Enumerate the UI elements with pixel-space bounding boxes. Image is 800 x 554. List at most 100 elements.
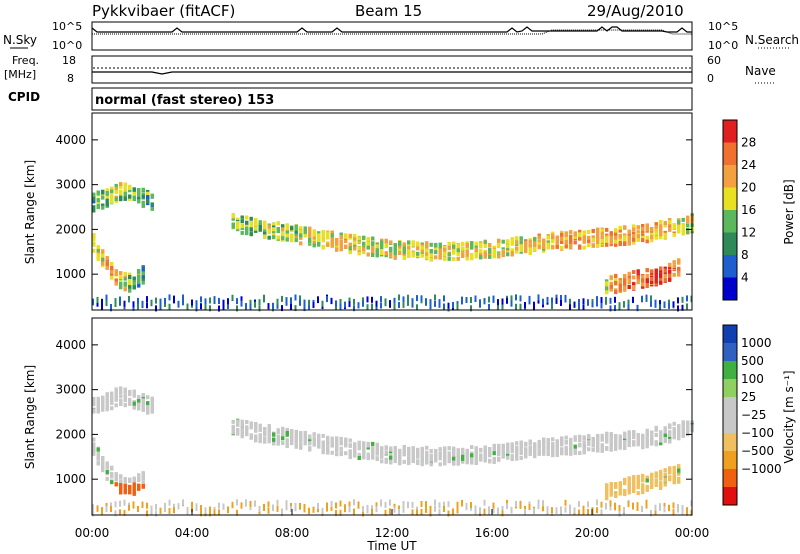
velocity-cell	[618, 437, 622, 442]
velocity-cell	[353, 453, 357, 458]
velocity-cell	[231, 502, 234, 509]
velocity-cell	[402, 501, 405, 508]
velocity-cell	[672, 472, 676, 477]
power-cell	[492, 245, 496, 250]
velocity-cell	[236, 422, 240, 427]
power-cell	[659, 224, 663, 229]
power-cell	[470, 297, 472, 303]
velocity-cell	[119, 402, 123, 406]
power-cell	[663, 271, 667, 276]
power-cell	[596, 243, 600, 248]
nave-tick-top: 60	[707, 54, 721, 67]
power-cell	[641, 284, 645, 289]
power-cell	[429, 249, 433, 254]
power-cell	[326, 296, 328, 303]
velocity-cell	[357, 502, 360, 509]
power-cell	[483, 243, 487, 248]
freq-tick-top: 18	[62, 54, 76, 67]
power-cell	[686, 219, 690, 224]
velocity-cell	[663, 506, 666, 513]
velocity-cell	[600, 437, 604, 442]
power-cell	[510, 241, 514, 246]
power-cell	[299, 299, 301, 306]
power-cell	[123, 276, 127, 281]
power-cell	[668, 226, 672, 231]
velocity-cell	[618, 490, 622, 494]
power-cell	[330, 233, 334, 238]
velocity-cell	[591, 447, 595, 452]
velocity-cell	[105, 398, 109, 403]
velocity-cell	[614, 446, 618, 451]
power-cell	[407, 246, 411, 250]
power-cell	[231, 222, 235, 227]
velocity-cell	[641, 435, 645, 440]
power-cell	[551, 297, 553, 304]
power-cell	[137, 279, 141, 283]
velocity-cell	[348, 449, 352, 454]
velocity-cell	[92, 437, 96, 442]
power-cell	[677, 258, 681, 263]
power-cbar-swatch	[723, 142, 737, 165]
velocity-cell	[672, 509, 675, 516]
power-cell	[461, 242, 465, 247]
velocity-cell	[465, 459, 469, 464]
velocity-cell	[528, 449, 532, 454]
velocity-cell	[335, 452, 339, 457]
velocity-cell	[546, 446, 550, 451]
velocity-cell	[330, 450, 334, 455]
power-cell	[650, 300, 652, 307]
power-cell	[564, 243, 568, 248]
power-cell	[632, 227, 636, 232]
velocity-cell	[632, 430, 636, 435]
velocity-cell	[254, 437, 258, 441]
power-cell	[128, 186, 132, 190]
velocity-cell	[128, 490, 132, 495]
velocity-cell	[195, 503, 198, 510]
power-cell	[114, 189, 118, 194]
power-cell	[623, 281, 627, 286]
velocity-cell	[353, 499, 355, 506]
power-cell	[317, 231, 321, 236]
velocity-cell	[686, 509, 688, 516]
velocity-cell	[132, 491, 136, 496]
power-cell	[290, 238, 294, 243]
velocity-cell	[209, 506, 211, 513]
power-cell	[600, 239, 604, 243]
velocity-cell	[641, 489, 645, 493]
power-cell	[303, 226, 307, 231]
power-cell	[425, 298, 427, 305]
power-cell	[249, 230, 253, 234]
power-cell	[623, 301, 625, 308]
velocity-cell	[645, 478, 649, 483]
velocity-cell	[443, 454, 447, 458]
velocity-cell	[497, 456, 501, 461]
velocity-cell	[321, 433, 325, 438]
velocity-cell	[110, 502, 112, 509]
power-cell	[492, 251, 496, 256]
power-cell	[101, 195, 105, 200]
power-cell	[281, 224, 285, 229]
power-cell	[551, 239, 555, 244]
velocity-cell	[429, 454, 433, 459]
power-cell	[96, 251, 100, 256]
velocity-cell	[137, 396, 141, 401]
velocity-cell	[578, 436, 582, 441]
power-cell	[632, 234, 636, 238]
velocity-cell	[636, 481, 640, 486]
velocity-cell	[578, 442, 582, 447]
velocity-cell	[114, 394, 118, 399]
power-cell	[609, 235, 613, 240]
velocity-cell	[245, 499, 247, 506]
velocity-cell	[285, 438, 289, 443]
velocity-cell	[393, 446, 397, 450]
velocity-cell	[123, 490, 127, 495]
freq-frame	[91, 55, 693, 84]
velocity-cell	[515, 456, 519, 461]
velocity-cell	[272, 437, 276, 442]
velocity-cell	[110, 395, 114, 400]
power-cell	[569, 243, 573, 248]
velocity-cell	[627, 480, 631, 484]
velocity-cell	[339, 509, 342, 516]
power-cell	[366, 245, 370, 250]
